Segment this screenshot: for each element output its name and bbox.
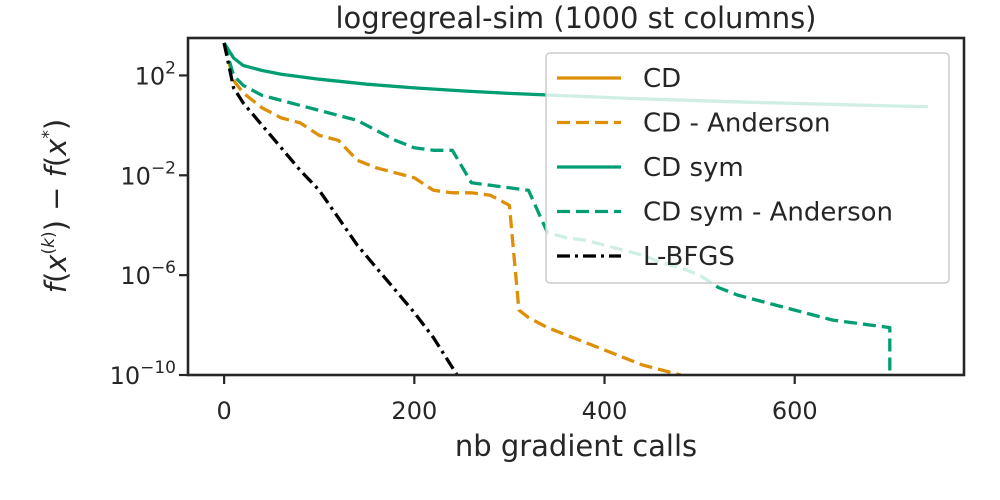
y-axis-label: f(x(k)) − f(x*) (39, 119, 73, 293)
legend-label-3: CD sym - Anderson (643, 198, 893, 228)
x-tick-label: 400 (582, 397, 628, 425)
legend-label-1: CD - Anderson (643, 109, 830, 139)
legend: CD CD - Anderson CD sym CD sym - Anderson L-… (545, 52, 950, 284)
y-axis: 102 10−2 10−6 10−10 (110, 58, 188, 390)
x-tick-label: 0 (216, 397, 231, 425)
y-tick-label: 10−6 (120, 258, 176, 290)
y-tick-label: 102 (135, 58, 176, 90)
x-axis: 0 200 400 600 (216, 375, 818, 425)
legend-label-4: L-BFGS (643, 242, 735, 272)
legend-label-2: CD sym (643, 153, 744, 183)
x-tick-label: 200 (391, 397, 437, 425)
y-tick-label: 10−10 (110, 358, 176, 390)
x-axis-label: nb gradient calls (455, 429, 697, 463)
series-line-1 (222, 42, 682, 375)
chart-title: logregreal-sim (1000 st columns) (335, 1, 816, 35)
y-tick-label: 10−2 (120, 158, 176, 190)
plot-frame (186, 36, 966, 377)
x-tick-label: 600 (772, 397, 818, 425)
legend-label-0: CD (643, 64, 681, 94)
legend-box (545, 52, 950, 284)
